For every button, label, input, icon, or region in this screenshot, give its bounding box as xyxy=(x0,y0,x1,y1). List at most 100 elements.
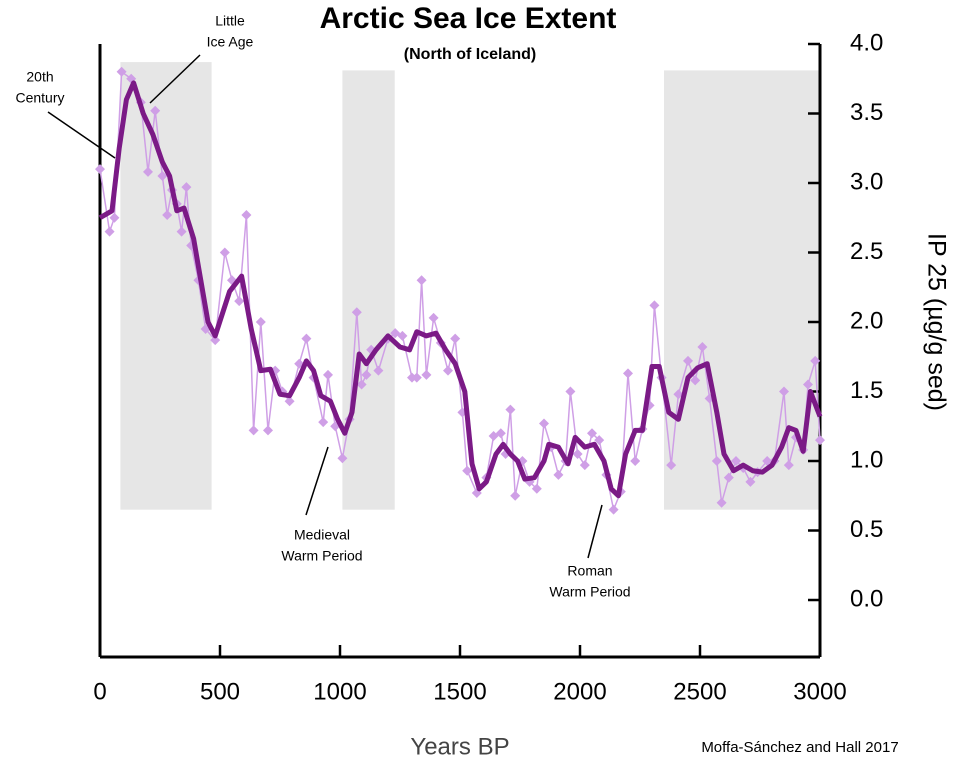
data-point xyxy=(181,182,192,193)
y-tick-label: 0.5 xyxy=(850,516,883,543)
data-point xyxy=(505,404,516,415)
data-point xyxy=(284,396,295,407)
data-point xyxy=(716,497,727,508)
data-point xyxy=(462,465,473,476)
data-point xyxy=(162,209,173,220)
x-tick-label: 2500 xyxy=(673,678,726,705)
annotation-text: 20th xyxy=(26,69,53,85)
data-point xyxy=(711,456,722,467)
data-point xyxy=(150,105,161,116)
y-tick-label: 3.0 xyxy=(850,168,883,195)
annotation-arrow xyxy=(587,504,603,559)
data-point xyxy=(210,335,221,346)
data-point xyxy=(565,386,576,397)
data-point xyxy=(810,355,821,366)
data-point xyxy=(361,369,372,380)
data-point xyxy=(356,379,367,390)
data-point xyxy=(608,504,619,515)
data-point xyxy=(234,296,245,307)
data-point xyxy=(301,333,312,344)
data-point xyxy=(143,166,153,177)
x-tick-label: 3000 xyxy=(793,678,846,705)
data-point xyxy=(337,453,348,464)
data-point xyxy=(397,330,408,341)
data-point xyxy=(104,226,115,237)
data-point xyxy=(579,460,590,471)
y-tick-label: 2.5 xyxy=(850,238,883,265)
annotation-arrow xyxy=(47,111,116,159)
data-point xyxy=(779,386,789,397)
data-point xyxy=(443,365,453,376)
y-tick-label: 4.0 xyxy=(850,29,883,56)
annotation-text: Century xyxy=(15,90,64,106)
x-tick-label: 1500 xyxy=(433,678,486,705)
shaded-period xyxy=(342,70,395,510)
x-axis-label: Years BP xyxy=(410,733,509,760)
data-point xyxy=(351,307,362,318)
data-point xyxy=(683,355,693,366)
y-tick-label: 1.0 xyxy=(850,446,883,473)
data-point xyxy=(109,212,120,223)
data-point xyxy=(587,428,597,439)
annotation-text: Medieval xyxy=(294,527,350,543)
data-point xyxy=(697,342,708,353)
y-tick-label: 0.0 xyxy=(850,585,883,612)
data-point xyxy=(673,389,684,400)
data-point xyxy=(783,460,794,471)
data-point xyxy=(248,425,259,436)
x-tick-label: 1000 xyxy=(313,678,366,705)
data-point xyxy=(416,275,427,286)
data-point xyxy=(255,317,266,328)
data-point xyxy=(495,428,506,439)
data-point xyxy=(553,469,564,480)
annotation-text: Roman xyxy=(567,563,612,579)
data-point xyxy=(450,333,461,344)
y-axis-label: IP 25 (µg/g sed) xyxy=(922,233,950,411)
data-point xyxy=(176,226,187,237)
data-point xyxy=(630,456,641,467)
x-tick-label: 0 xyxy=(93,678,106,705)
annotation-text: Warm Period xyxy=(549,584,630,600)
data-point xyxy=(263,425,273,436)
data-point xyxy=(815,435,825,446)
chart-subtitle: (North of Iceland) xyxy=(404,46,536,63)
data-point xyxy=(594,435,605,446)
data-point xyxy=(723,472,734,483)
data-point xyxy=(539,418,549,429)
y-tick-label: 3.5 xyxy=(850,99,883,126)
x-tick-label: 2000 xyxy=(553,678,606,705)
chart-title: Arctic Sea Ice Extent xyxy=(320,2,617,35)
source-note: Moffa-Sánchez and Hall 2017 xyxy=(701,739,898,756)
series-line xyxy=(98,80,823,499)
data-point xyxy=(219,247,230,258)
data-point xyxy=(157,171,168,182)
data-point xyxy=(762,456,773,467)
annotation-text: Warm Period xyxy=(281,548,362,564)
y-tick-label: 2.0 xyxy=(850,307,883,334)
annotation-arrow xyxy=(305,446,329,516)
data-point xyxy=(318,417,329,428)
data-point xyxy=(510,490,521,501)
annotation-arrow xyxy=(149,54,201,104)
data-point xyxy=(531,483,542,494)
data-point xyxy=(745,476,756,487)
data-point xyxy=(690,375,701,386)
annotation-text: Little xyxy=(215,13,245,29)
data-point xyxy=(731,456,741,467)
data-point xyxy=(623,368,633,379)
data-point xyxy=(373,365,384,376)
x-tick-label: 500 xyxy=(200,678,240,705)
data-point xyxy=(666,460,677,471)
y-tick-label: 1.5 xyxy=(850,377,883,404)
data-point xyxy=(421,369,432,380)
data-point xyxy=(649,300,660,311)
annotation-text: Ice Age xyxy=(207,34,254,50)
shaded-period xyxy=(120,62,212,510)
data-point xyxy=(411,372,422,383)
data-point xyxy=(241,209,252,220)
data-point xyxy=(803,379,813,390)
shaded-period xyxy=(664,70,819,510)
data-point xyxy=(323,369,333,380)
